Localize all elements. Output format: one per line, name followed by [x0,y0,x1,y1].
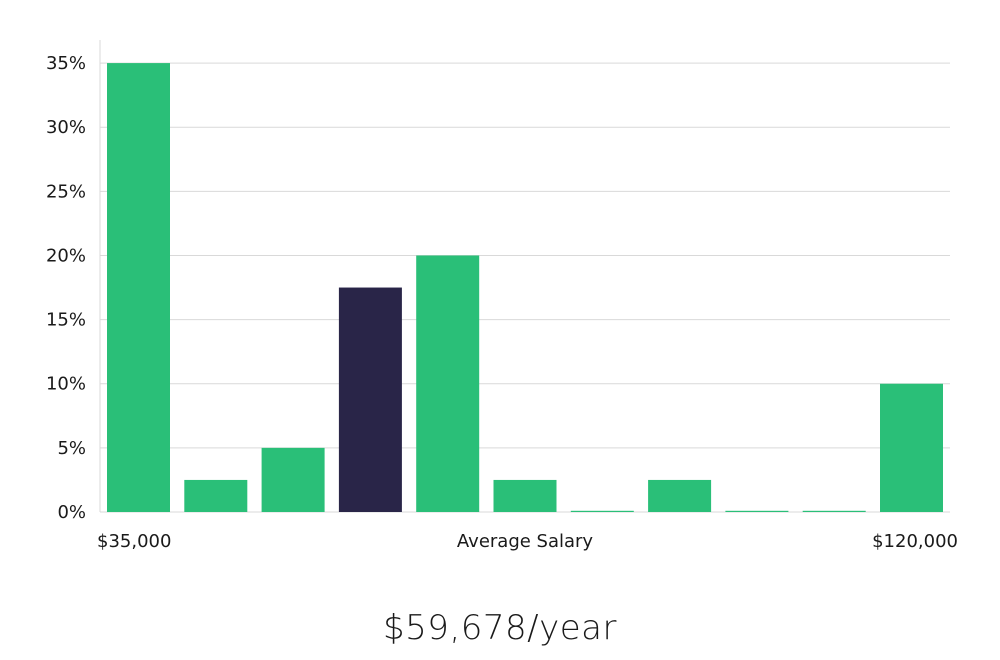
grid-lines [100,62,950,449]
y-tick-label: 35% [46,53,86,74]
y-tick-label: 5% [57,438,86,459]
bar [261,447,325,512]
bar-highlighted [338,287,402,512]
bars [107,63,943,513]
x-min-label: $35,000 [97,531,171,552]
y-tick-label: 0% [57,502,86,523]
y-tick-label: 15% [46,310,86,331]
y-tick-label: 10% [46,374,86,395]
y-tick-label: 30% [46,117,86,138]
bar [416,255,480,512]
y-axis-ticks: 0% 5% 10% 15% 20% 25% 30% 35% [46,53,86,523]
y-tick-label: 25% [46,181,86,202]
average-salary-value: $59,678/year [383,608,617,648]
bar [802,510,866,512]
bar [725,510,789,512]
bar [570,510,634,512]
y-tick-label: 20% [46,245,86,266]
salary-histogram: 0% 5% 10% 15% 20% 25% 30% 35% $35,000 Average S… [46,40,958,552]
bar [107,63,170,513]
x-axis-title: Average Salary [457,531,594,552]
bar [880,383,943,512]
bar [184,479,248,512]
bar [648,479,712,512]
bar [493,479,557,512]
x-max-label: $120,000 [872,531,958,552]
